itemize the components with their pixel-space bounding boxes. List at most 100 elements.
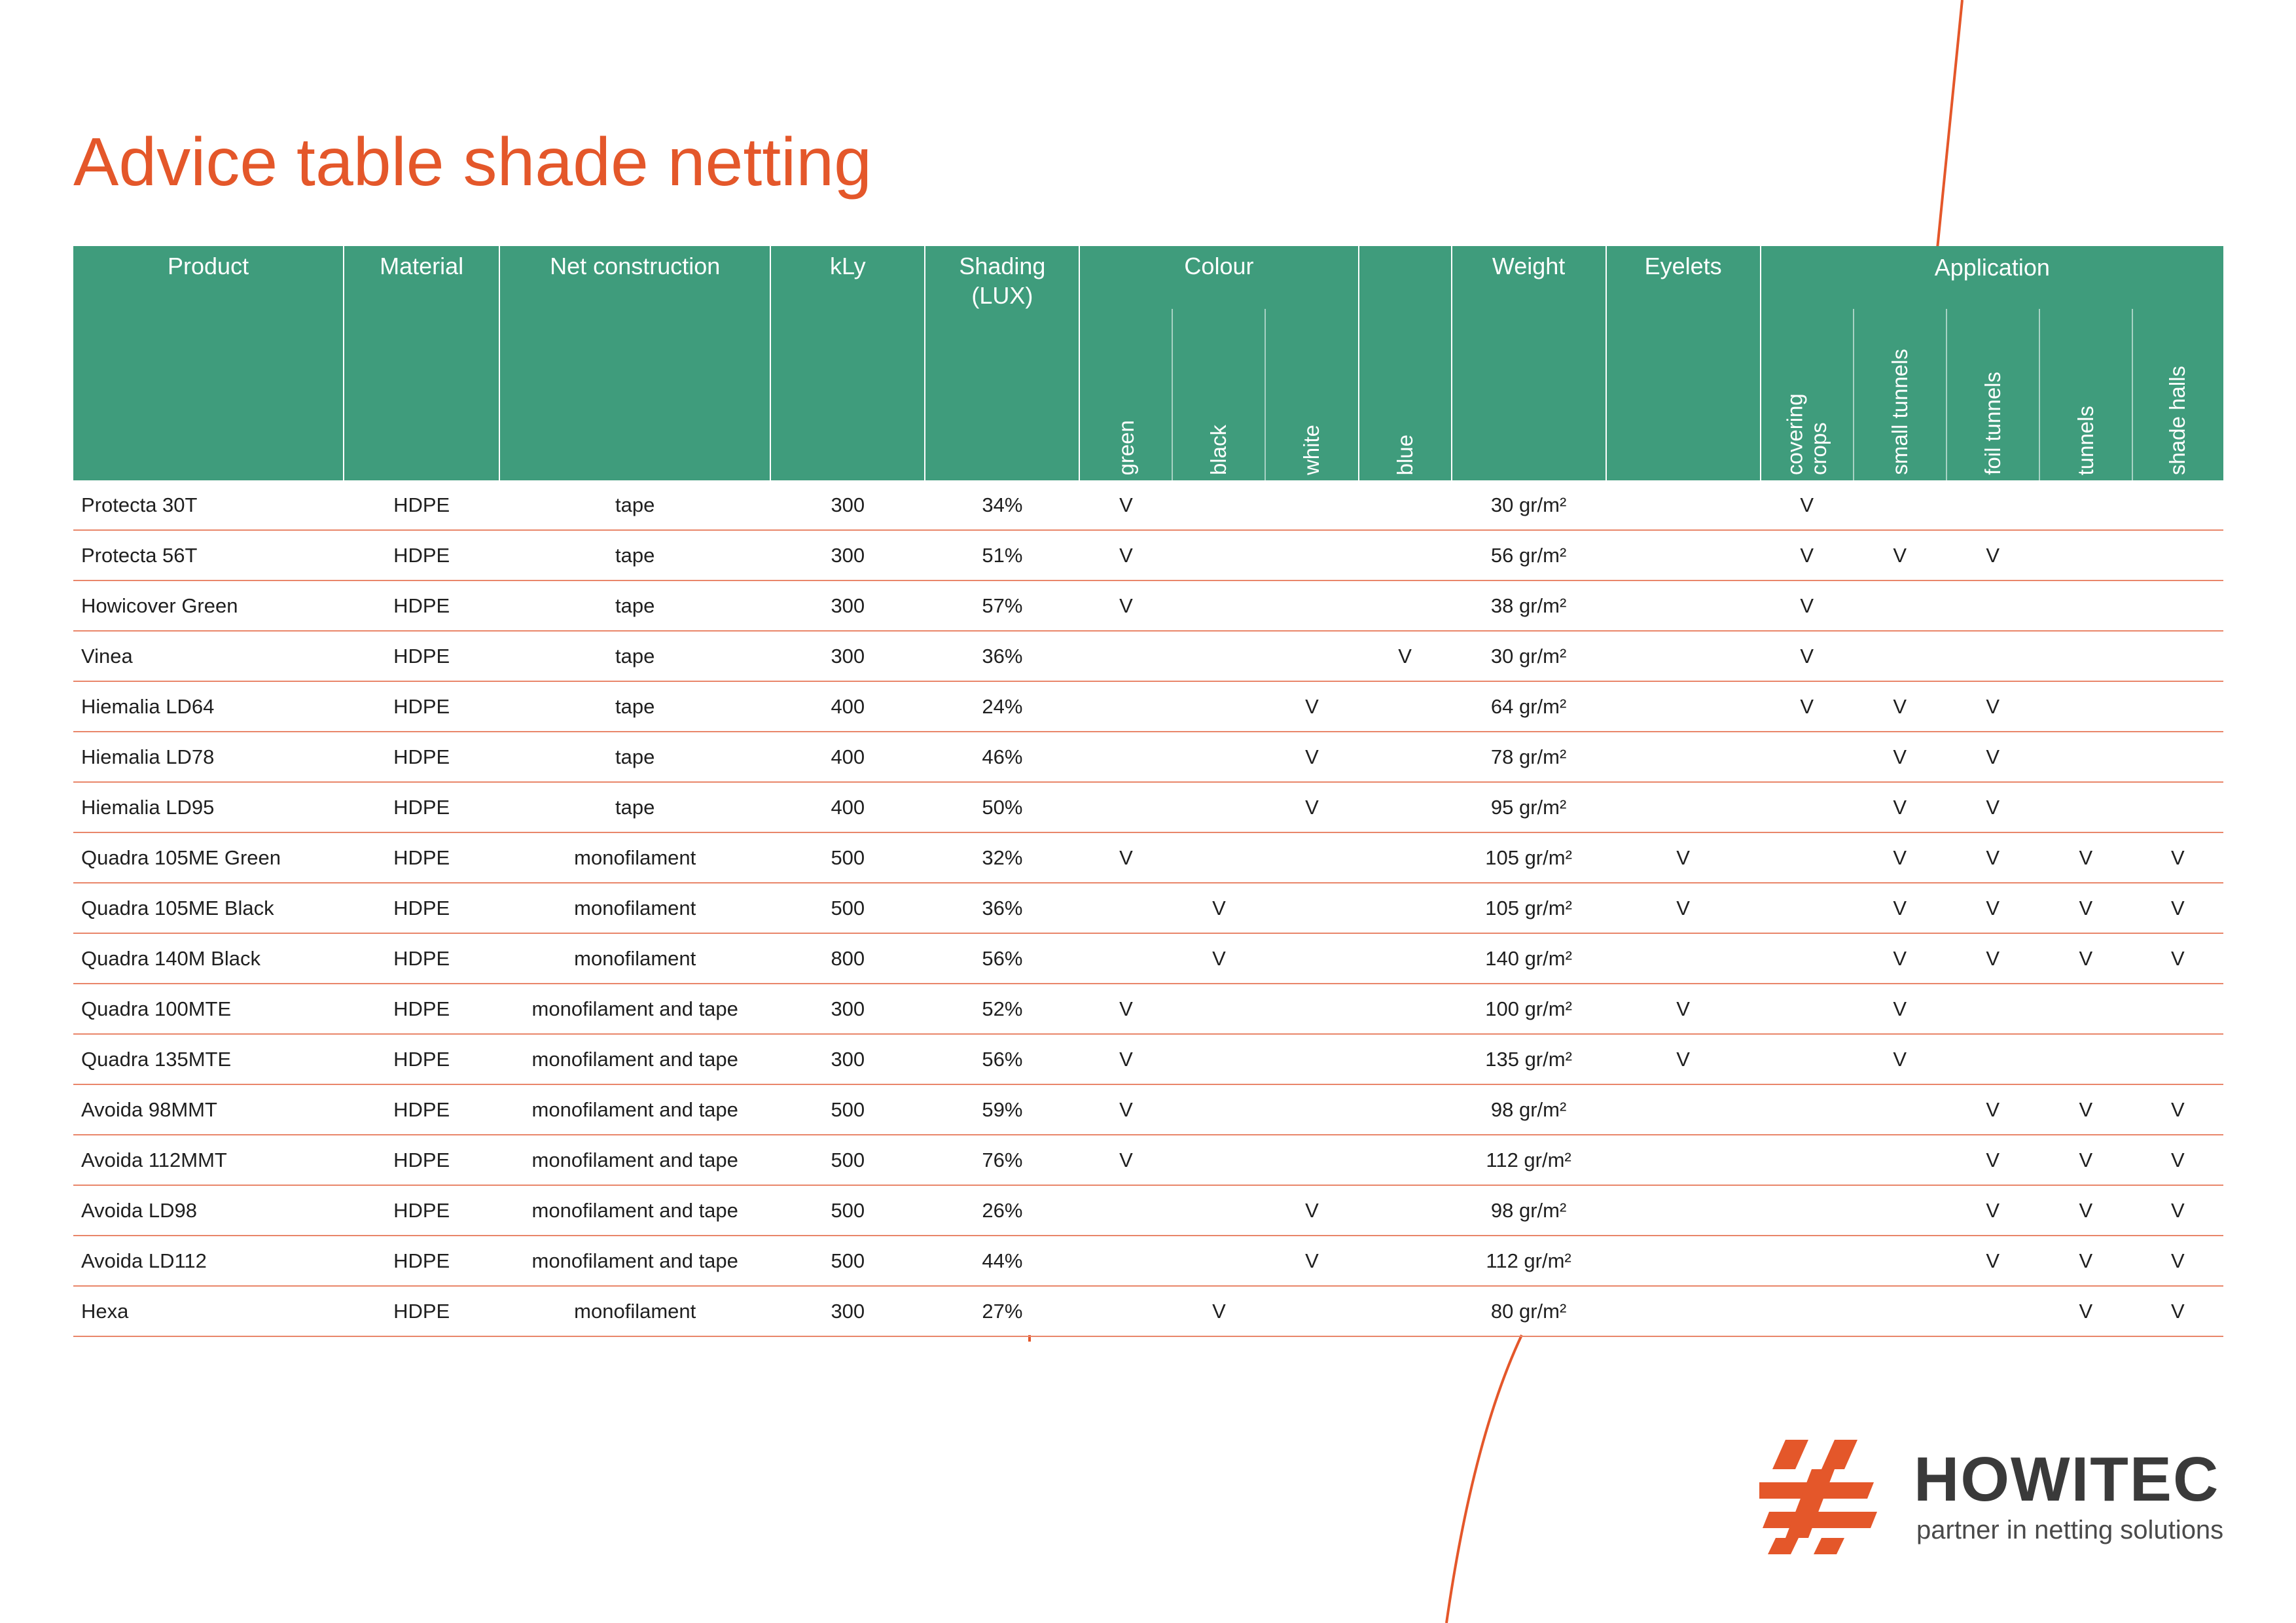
cell-colour-black: [1172, 782, 1266, 833]
cell-kly: 300: [770, 631, 925, 682]
cell-colour-green: V: [1079, 480, 1173, 531]
cell-shading: 32%: [925, 832, 1080, 883]
table-row: Howicover Green HDPE tape 300 57% V 38 gr/m² V: [73, 580, 2223, 632]
cell-colour-white: [1265, 832, 1359, 883]
cell-app-small-tunnels: [1853, 1185, 1946, 1236]
cell-net-construction: monofilament: [499, 832, 771, 883]
cell-app-shade-halls: V: [2132, 832, 2223, 883]
cell-colour-blue: V: [1358, 631, 1452, 682]
cell-colour-blue: [1358, 1286, 1452, 1337]
header-eyelets: Eyelets: [1605, 246, 1761, 480]
header-app-small-tunnels: small tunnels: [1852, 309, 1946, 480]
header-application: Application: [1760, 246, 2223, 309]
cell-shading: 34%: [925, 480, 1080, 531]
howitec-logo: HOWITEC partner in netting solutions: [1759, 1440, 2231, 1558]
cell-product: Howicover Green: [73, 580, 344, 632]
cell-app-foil-tunnels: V: [1946, 1185, 2039, 1236]
cell-app-covering-crops: V: [1760, 681, 1854, 732]
cell-app-small-tunnels: V: [1853, 681, 1946, 732]
cell-product: Quadra 100MTE: [73, 984, 344, 1035]
cell-colour-green: [1079, 883, 1173, 934]
cell-colour-green: [1079, 1236, 1173, 1287]
cell-app-foil-tunnels: V: [1946, 1236, 2039, 1287]
cell-app-foil-tunnels: [1946, 984, 2039, 1035]
cell-material: HDPE: [344, 530, 500, 581]
cell-weight: 38 gr/m²: [1451, 580, 1606, 632]
cell-app-covering-crops: [1760, 1236, 1854, 1287]
cell-colour-white: [1265, 480, 1359, 531]
cell-material: HDPE: [344, 1236, 500, 1287]
cell-app-small-tunnels: [1853, 1236, 1946, 1287]
cell-app-shade-halls: [2132, 580, 2223, 632]
cell-app-foil-tunnels: [1946, 631, 2039, 682]
cell-app-covering-crops: [1760, 933, 1854, 984]
cell-colour-green: [1079, 681, 1173, 732]
brand-name: HOWITEC: [1914, 1444, 2220, 1514]
cell-kly: 300: [770, 480, 925, 531]
cell-net-construction: tape: [499, 782, 771, 833]
cell-app-covering-crops: [1760, 1135, 1854, 1186]
cell-kly: 300: [770, 984, 925, 1035]
cell-colour-green: V: [1079, 1084, 1173, 1135]
cell-material: HDPE: [344, 782, 500, 833]
cell-shading: 46%: [925, 732, 1080, 783]
cell-colour-blue: [1358, 1185, 1452, 1236]
table-row: Quadra 140M Black HDPE monofilament 800 56% V…: [73, 933, 2223, 984]
cell-kly: 500: [770, 1185, 925, 1236]
cell-product: Avoida LD98: [73, 1185, 344, 1236]
cell-app-tunnels: V: [2039, 883, 2132, 934]
cell-colour-white: [1265, 883, 1359, 934]
cell-colour-white: [1265, 1135, 1359, 1186]
cell-weight: 105 gr/m²: [1451, 832, 1606, 883]
cell-colour-black: [1172, 984, 1266, 1035]
cell-app-foil-tunnels: V: [1946, 732, 2039, 783]
cell-app-small-tunnels: [1853, 631, 1946, 682]
cell-app-shade-halls: [2132, 480, 2223, 531]
cell-app-shade-halls: V: [2132, 1135, 2223, 1186]
cell-eyelets: [1605, 782, 1761, 833]
cell-app-small-tunnels: V: [1853, 883, 1946, 934]
cell-kly: 400: [770, 782, 925, 833]
cell-colour-blue: [1358, 530, 1452, 581]
cell-app-small-tunnels: [1853, 580, 1946, 632]
cell-colour-blue: [1358, 1084, 1452, 1135]
cell-weight: 140 gr/m²: [1451, 933, 1606, 984]
cell-colour-black: [1172, 1185, 1266, 1236]
header-app-covering-crops: covering crops: [1760, 309, 1854, 480]
cell-app-covering-crops: [1760, 732, 1854, 783]
cell-material: HDPE: [344, 1286, 500, 1337]
cell-colour-green: [1079, 1185, 1173, 1236]
cell-app-foil-tunnels: V: [1946, 530, 2039, 581]
cell-material: HDPE: [344, 883, 500, 934]
cell-app-small-tunnels: V: [1853, 782, 1946, 833]
cell-kly: 400: [770, 732, 925, 783]
cell-material: HDPE: [344, 732, 500, 783]
cell-app-shade-halls: V: [2132, 933, 2223, 984]
cell-app-tunnels: V: [2039, 1185, 2132, 1236]
cell-weight: 95 gr/m²: [1451, 782, 1606, 833]
cell-product: Quadra 140M Black: [73, 933, 344, 984]
cell-app-foil-tunnels: V: [1946, 832, 2039, 883]
cell-product: Avoida LD112: [73, 1236, 344, 1287]
cell-app-shade-halls: V: [2132, 1084, 2223, 1135]
cell-app-small-tunnels: V: [1853, 1034, 1946, 1085]
cell-app-small-tunnels: V: [1853, 933, 1946, 984]
cell-kly: 800: [770, 933, 925, 984]
cell-material: HDPE: [344, 480, 500, 531]
cell-colour-blue: [1358, 883, 1452, 934]
cell-colour-black: [1172, 1034, 1266, 1085]
cell-shading: 56%: [925, 1034, 1080, 1085]
cell-app-small-tunnels: V: [1853, 732, 1946, 783]
cell-app-tunnels: V: [2039, 832, 2132, 883]
cell-colour-white: [1265, 530, 1359, 581]
cell-app-shade-halls: [2132, 984, 2223, 1035]
cell-kly: 500: [770, 1236, 925, 1287]
cell-colour-blue: [1358, 1135, 1452, 1186]
cell-app-tunnels: V: [2039, 1084, 2132, 1135]
cell-app-shade-halls: [2132, 631, 2223, 682]
cell-app-foil-tunnels: [1946, 480, 2039, 531]
cell-colour-blue: [1358, 984, 1452, 1035]
cell-eyelets: [1605, 1236, 1761, 1287]
cell-colour-white: V: [1265, 782, 1359, 833]
cell-app-covering-crops: V: [1760, 580, 1854, 632]
